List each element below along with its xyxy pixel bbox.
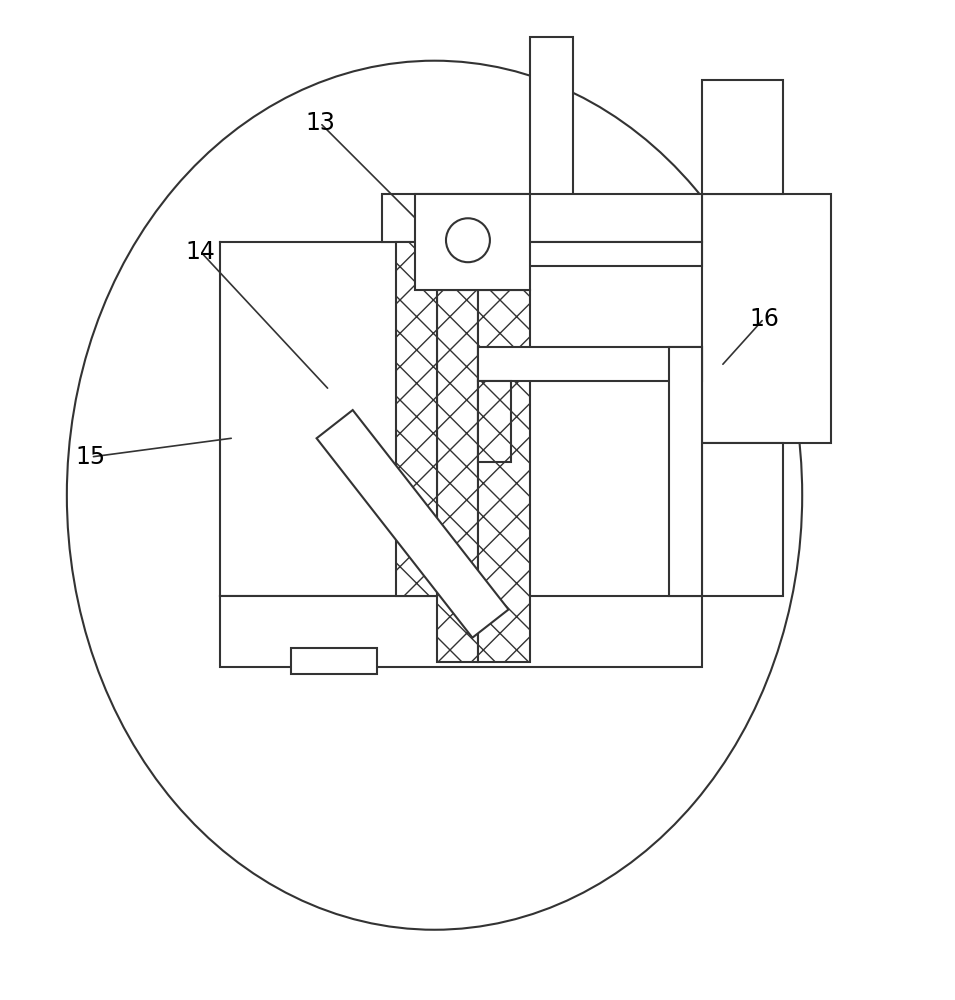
Bar <box>220 596 702 667</box>
Text: 13: 13 <box>305 111 335 135</box>
Bar <box>478 290 530 662</box>
Bar <box>668 347 702 596</box>
Bar <box>415 242 702 266</box>
Bar <box>478 381 511 462</box>
Bar <box>702 443 783 596</box>
Bar <box>291 648 377 674</box>
Bar <box>702 194 831 443</box>
Bar <box>530 37 573 218</box>
Bar <box>382 194 702 242</box>
Text: 15: 15 <box>75 445 106 469</box>
Bar <box>702 80 783 194</box>
Bar <box>437 290 478 662</box>
Bar <box>415 194 530 290</box>
Text: 14: 14 <box>185 240 216 264</box>
Text: 16: 16 <box>749 307 779 331</box>
Bar <box>396 242 437 596</box>
Bar <box>317 410 508 638</box>
Bar <box>478 347 702 381</box>
